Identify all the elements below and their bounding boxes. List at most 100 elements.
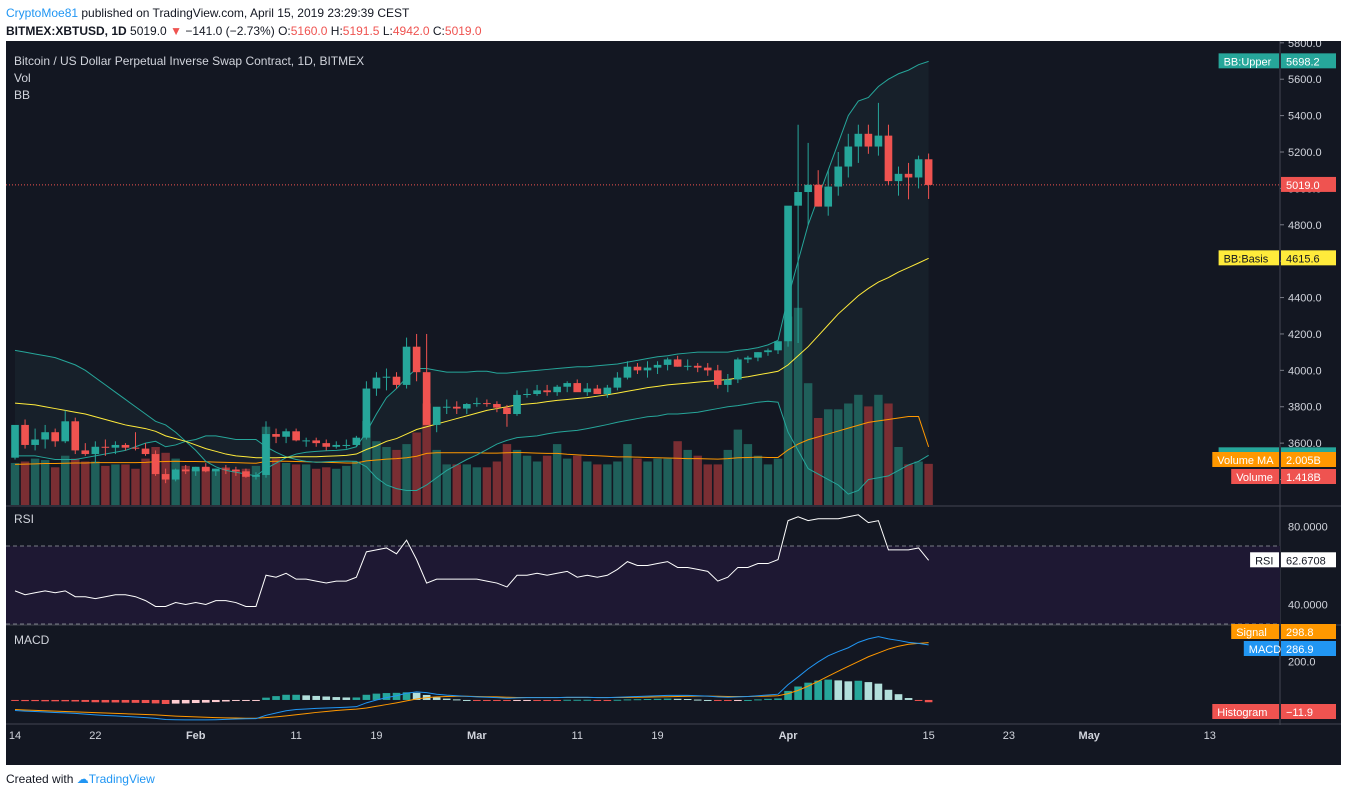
candle-body: [804, 184, 812, 193]
macd-histogram-bar: [151, 699, 160, 704]
chart-canvas[interactable]: Bitcoin / US Dollar Perpetual Inverse Sw…: [6, 38, 1341, 765]
candle-body: [844, 146, 853, 167]
badge-macd-label: MACD: [1249, 644, 1281, 656]
candle-body: [914, 159, 923, 178]
macd-histogram-bar: [292, 694, 300, 700]
badge-signal-label: Signal: [1236, 627, 1267, 639]
macd-histogram-bar: [924, 699, 933, 703]
candle-body: [242, 471, 250, 477]
time-tick-label: 23: [1003, 730, 1015, 742]
candle-body: [442, 406, 451, 408]
publish-info: published on TradingView.com, April 15, …: [78, 6, 410, 20]
macd-histogram-bar: [161, 699, 170, 704]
volume-bar: [542, 455, 552, 505]
author-link[interactable]: CryptoMoe81: [6, 6, 79, 20]
candle-body: [854, 133, 863, 147]
volume-bar: [452, 464, 461, 505]
macd-histogram-bar: [412, 692, 421, 700]
volume-bar: [683, 449, 692, 505]
macd-histogram-bar: [402, 692, 411, 700]
volume-bar: [221, 467, 231, 505]
badge-signal-value: 298.8: [1286, 627, 1314, 639]
open-value: 5160.0: [290, 24, 328, 38]
volume-bar: [593, 464, 602, 505]
volume-bar: [281, 462, 291, 505]
macd-histogram-bar: [111, 699, 120, 703]
macd-histogram-bar: [31, 699, 39, 702]
chart-area[interactable]: Bitcoin / US Dollar Perpetual Inverse Sw…: [6, 38, 1341, 765]
macd-histogram-bar: [884, 689, 893, 700]
macd-histogram-bar: [462, 699, 471, 701]
candle-body: [41, 432, 49, 440]
volume-bar: [512, 449, 522, 505]
volume-bar: [733, 429, 743, 505]
macd-histogram-bar: [181, 699, 190, 704]
symbol-label[interactable]: BITMEX:XBTUSD, 1D: [6, 24, 127, 38]
macd-histogram-bar: [81, 699, 90, 702]
macd-histogram-bar: [513, 699, 521, 701]
macd-histogram-bar: [794, 686, 802, 700]
candle-body: [292, 431, 300, 441]
bb-basis-line: [14, 257, 929, 459]
volume-bar: [342, 465, 351, 505]
volume-bar: [50, 467, 60, 505]
volume-bar: [803, 383, 813, 505]
macd-histogram-bar: [774, 698, 782, 700]
badge-bb_basis-label: BB:Basis: [1224, 253, 1269, 265]
badge-rsi-value-box: [1281, 552, 1336, 568]
volume-bar: [874, 394, 883, 505]
volume-bar: [362, 420, 371, 505]
time-tick-label: 11: [572, 730, 583, 742]
macd-histogram-bar: [452, 699, 461, 701]
candle-body: [633, 366, 642, 371]
candle-body: [402, 346, 411, 385]
candle-body: [703, 367, 712, 371]
macd-histogram-bar: [432, 697, 441, 700]
volume-bar: [713, 464, 723, 505]
candle-body: [643, 367, 652, 371]
badge-volume-value-box: [1281, 469, 1336, 484]
volume-bar: [703, 464, 712, 505]
candle-body: [262, 434, 270, 475]
macd-histogram-bar: [784, 690, 792, 700]
macd-histogram-bar: [71, 699, 80, 702]
macd-histogram-bar: [894, 694, 903, 700]
candle-body: [222, 468, 230, 470]
volume-bar: [793, 307, 803, 505]
volume-bar: [603, 464, 612, 505]
macd-histogram-bar: [573, 699, 582, 701]
candle-body: [523, 394, 531, 396]
macd-histogram-bar: [191, 699, 200, 704]
macd-histogram-bar: [533, 699, 541, 701]
badge-last-value-box: [1281, 176, 1336, 192]
candle-body: [452, 406, 461, 409]
volume-bar: [131, 468, 140, 505]
volume-bar: [854, 394, 863, 505]
price-tick-label: 4400.0: [1288, 293, 1322, 305]
time-tick-label: 19: [370, 730, 382, 742]
macd-histogram-bar: [342, 697, 351, 700]
candle-body: [31, 439, 39, 445]
volume-bar: [773, 458, 783, 505]
chart-header: CryptoMoe81 published on TradingView.com…: [6, 4, 482, 40]
candle-body: [21, 424, 29, 445]
price-tick-label: 4000.0: [1288, 365, 1322, 377]
tradingview-link[interactable]: TradingView: [88, 772, 155, 786]
price-change: −141.0 (−2.73%): [185, 24, 275, 38]
macd-histogram-bar: [141, 699, 150, 704]
badge-volume-label: Volume: [1236, 472, 1273, 484]
candle-body: [191, 466, 200, 472]
volume-bar: [583, 461, 592, 505]
price-tick-label: 4800.0: [1288, 220, 1322, 232]
macd-histogram-bar: [683, 699, 692, 700]
volume-bar: [40, 460, 50, 505]
candle-body: [603, 387, 612, 395]
volume-bar: [562, 458, 572, 505]
candle-body: [864, 133, 873, 147]
macd-line: [14, 636, 929, 721]
time-tick-label: 13: [1204, 730, 1216, 742]
badge-bb_upper-label: BB:Upper: [1224, 56, 1272, 68]
time-tick-label: Feb: [186, 730, 206, 742]
volume-bar: [743, 444, 753, 505]
macd-histogram-bar: [693, 699, 702, 701]
